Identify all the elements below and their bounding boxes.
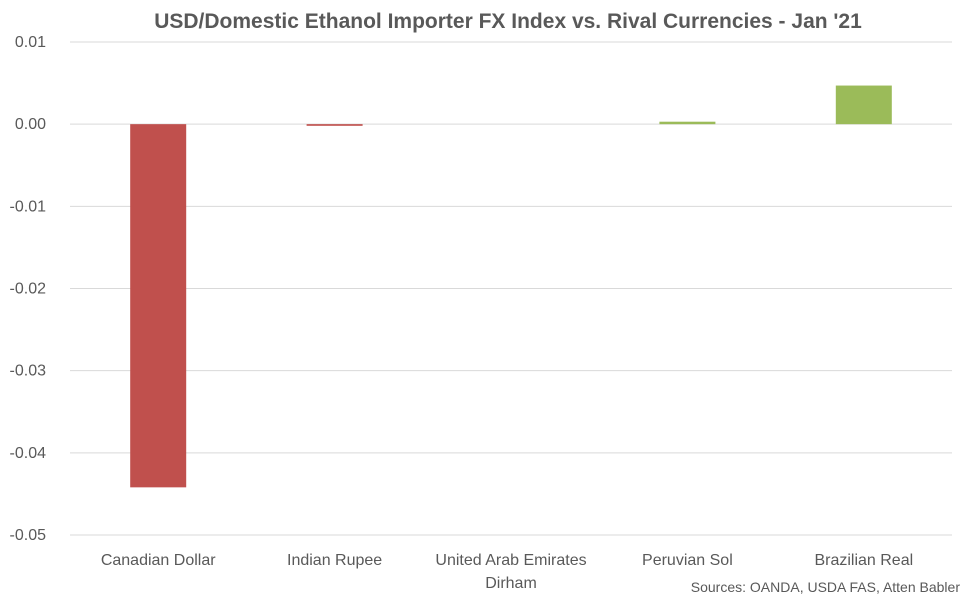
x-category-label: Dirham (485, 575, 537, 592)
y-tick-label: -0.04 (10, 445, 47, 462)
bar (130, 124, 187, 488)
gridlines (70, 41, 952, 536)
x-category-label: Indian Rupee (287, 552, 382, 569)
y-tick-label: -0.01 (10, 198, 47, 215)
bars (130, 85, 892, 488)
x-category-label: Brazilian Real (814, 552, 913, 569)
source-note: Sources: OANDA, USDA FAS, Atten Babler (691, 579, 961, 595)
y-tick-label: -0.05 (10, 527, 47, 544)
chart-title: USD/Domestic Ethanol Importer FX Index v… (154, 10, 862, 33)
x-category-label: United Arab Emirates (435, 552, 586, 569)
bar (835, 85, 892, 125)
bar (306, 124, 363, 126)
y-tick-label: 0.01 (15, 34, 46, 51)
x-category-label: Canadian Dollar (101, 552, 216, 569)
y-tick-label: 0.00 (15, 116, 46, 133)
bar (659, 121, 716, 125)
y-tick-label: -0.03 (10, 363, 47, 380)
x-category-label: Peruvian Sol (642, 552, 733, 569)
y-tick-label: -0.02 (10, 281, 47, 298)
x-axis-categories: Canadian Dollar Indian Rupee United Arab E… (101, 552, 913, 592)
y-axis-ticks: 0.01 0.00 -0.01 -0.02 -0.03 -0.04 -0.05 (10, 34, 47, 544)
